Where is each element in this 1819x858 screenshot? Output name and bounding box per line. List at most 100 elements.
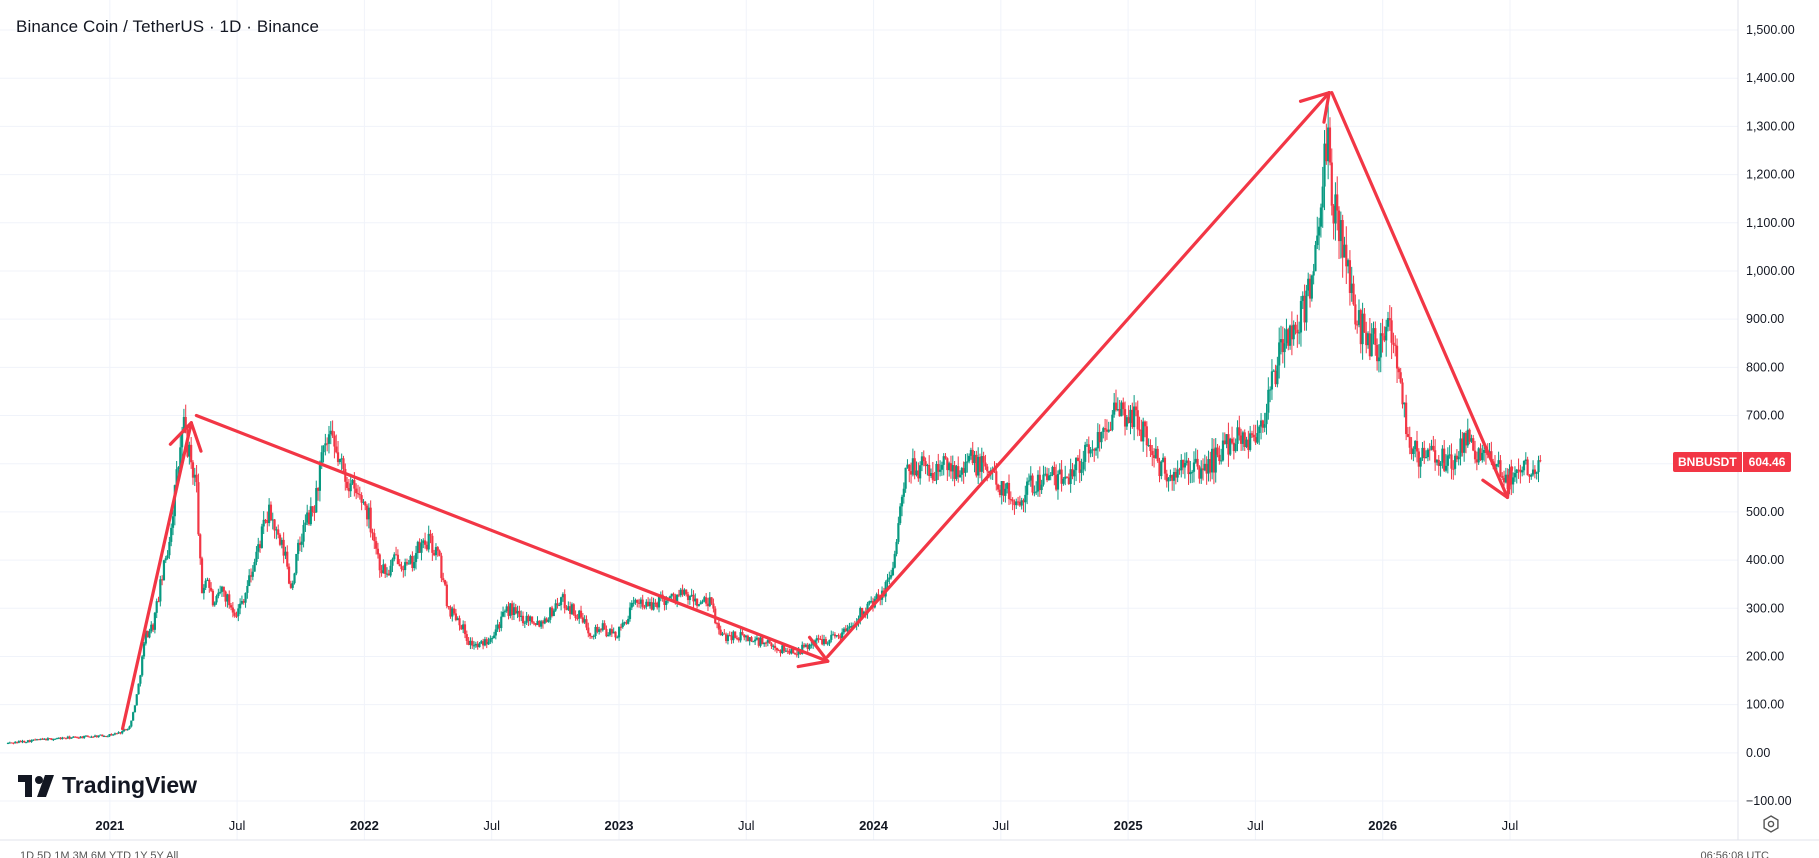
candle-body	[739, 632, 742, 641]
candle-body	[763, 642, 766, 645]
y-tick-label[interactable]: 300.00	[1746, 601, 1784, 615]
trend-arrows[interactable]	[120, 91, 1514, 731]
y-tick-label[interactable]: 0.00	[1746, 746, 1770, 760]
candle-body	[275, 529, 278, 531]
candle-body	[50, 738, 53, 740]
y-tick-label[interactable]: 1,100.00	[1746, 216, 1795, 230]
y-tick-label[interactable]: 1,400.00	[1746, 71, 1795, 85]
candle-body	[1111, 414, 1114, 430]
candle-body	[723, 633, 726, 635]
time-axis[interactable]: 2021 Jul 2022 Jul 2023 Jul 2024 Jul 2025 Jul 2026 J…	[95, 818, 1518, 833]
x-tick-label[interactable]: 2024	[859, 818, 889, 833]
candle-body	[269, 504, 273, 521]
candle-body	[59, 737, 62, 740]
candle-body	[565, 608, 568, 610]
candle-body	[438, 550, 441, 556]
candle-body	[498, 624, 501, 629]
candle-body	[462, 624, 465, 630]
x-tick-label[interactable]: 2025	[1114, 818, 1143, 833]
candle-body	[556, 603, 559, 606]
candle-body	[1448, 454, 1451, 456]
candle-body	[1127, 417, 1130, 424]
gear-icon[interactable]	[1762, 815, 1780, 833]
trend-arrow[interactable]	[120, 421, 203, 731]
candle-body	[1530, 474, 1533, 477]
candle-body	[514, 607, 517, 614]
candle-body	[373, 533, 376, 542]
trend-arrow[interactable]	[826, 91, 1331, 659]
candle-body	[485, 639, 488, 645]
y-tick-label[interactable]: 1,000.00	[1746, 264, 1795, 278]
y-tick-label[interactable]: 200.00	[1746, 649, 1784, 663]
y-tick-label[interactable]: 800.00	[1746, 360, 1784, 374]
candle-body	[861, 607, 864, 616]
candle-body	[188, 444, 191, 457]
candle-body	[1468, 429, 1471, 442]
candle-body	[487, 641, 490, 645]
candle-body	[44, 738, 48, 741]
candle-body	[828, 639, 831, 644]
tradingview-logo[interactable]: TradingView	[18, 772, 197, 799]
candle-body	[1198, 466, 1201, 479]
candle-body	[302, 524, 305, 542]
candle-body	[656, 602, 659, 608]
x-tick-label[interactable]: 2022	[350, 818, 379, 833]
x-tick-label[interactable]: Jul	[993, 818, 1010, 833]
trend-arrow[interactable]	[1330, 91, 1514, 500]
candle-body	[1074, 457, 1078, 471]
candle-body	[957, 466, 960, 478]
candle-body	[567, 606, 570, 610]
candle-body	[340, 458, 343, 460]
trend-arrow[interactable]	[194, 413, 830, 669]
candle-body	[17, 741, 20, 743]
candle-body	[1332, 205, 1335, 224]
candle-body	[1343, 244, 1346, 258]
x-tick-label[interactable]: Jul	[738, 818, 755, 833]
y-tick-label[interactable]: 500.00	[1746, 505, 1784, 519]
candle-body	[674, 595, 677, 602]
candle-body	[1238, 427, 1241, 436]
candle-body	[177, 467, 180, 470]
y-tick-label[interactable]: 400.00	[1746, 553, 1784, 567]
candle-body	[1361, 313, 1364, 345]
candle-body	[982, 456, 985, 463]
x-tick-label[interactable]: 2026	[1368, 818, 1397, 833]
candle-body	[770, 643, 773, 647]
candle-body	[1060, 469, 1063, 484]
candle-body	[1305, 290, 1308, 323]
symbol-title[interactable]: Binance Coin / TetherUS · 1D · Binance	[16, 17, 320, 36]
candle-body	[34, 739, 37, 741]
y-tick-label[interactable]: 100.00	[1746, 698, 1784, 712]
y-tick-label[interactable]: −100.00	[1746, 794, 1792, 808]
candle-body	[1192, 462, 1196, 472]
x-tick-label[interactable]: Jul	[1247, 818, 1264, 833]
candle-body	[23, 740, 26, 743]
candle-body	[1298, 332, 1301, 334]
candle-body	[607, 634, 610, 637]
y-tick-label[interactable]: 1,300.00	[1746, 119, 1795, 133]
candle-body	[282, 539, 285, 556]
candle-body	[971, 449, 974, 463]
candle-body	[1138, 429, 1141, 431]
candle-body	[1185, 460, 1188, 463]
candle-body	[1410, 447, 1413, 454]
y-tick-label[interactable]: 700.00	[1746, 409, 1784, 423]
x-tick-label[interactable]: Jul	[1502, 818, 1519, 833]
candle-body	[917, 470, 920, 479]
x-tick-label[interactable]: Jul	[229, 818, 246, 833]
y-tick-label[interactable]: 1,500.00	[1746, 23, 1795, 37]
x-tick-label[interactable]: 2021	[95, 818, 124, 833]
candle-body	[326, 443, 329, 445]
candle-body	[1133, 406, 1136, 428]
candle-body	[1152, 455, 1156, 459]
y-tick-label[interactable]: 1,200.00	[1746, 168, 1795, 182]
candle-body	[712, 603, 715, 609]
candle-body	[768, 640, 771, 644]
range-buttons[interactable]: 1D 5D 1M 3M 6M YTD 1Y 5Y All	[20, 850, 179, 858]
y-tick-label[interactable]: 900.00	[1746, 312, 1784, 326]
candle-body	[1278, 342, 1281, 366]
x-tick-label[interactable]: Jul	[483, 818, 500, 833]
candle-body	[844, 628, 847, 632]
x-tick-label[interactable]: 2023	[605, 818, 634, 833]
